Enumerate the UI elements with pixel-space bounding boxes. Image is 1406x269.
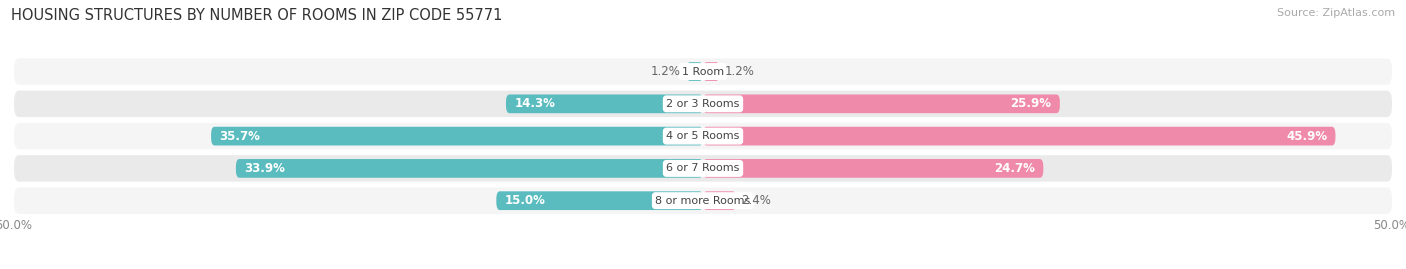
Text: 2.4%: 2.4% [741,194,772,207]
Text: 45.9%: 45.9% [1286,130,1327,143]
FancyBboxPatch shape [686,62,703,81]
Text: 25.9%: 25.9% [1011,97,1052,110]
FancyBboxPatch shape [703,94,1060,113]
Text: 2 or 3 Rooms: 2 or 3 Rooms [666,99,740,109]
Text: HOUSING STRUCTURES BY NUMBER OF ROOMS IN ZIP CODE 55771: HOUSING STRUCTURES BY NUMBER OF ROOMS IN… [11,8,502,23]
FancyBboxPatch shape [14,187,1392,214]
Text: 6 or 7 Rooms: 6 or 7 Rooms [666,163,740,174]
FancyBboxPatch shape [496,191,703,210]
Text: 15.0%: 15.0% [505,194,546,207]
Text: Source: ZipAtlas.com: Source: ZipAtlas.com [1277,8,1395,18]
FancyBboxPatch shape [236,159,703,178]
Text: 35.7%: 35.7% [219,130,260,143]
Text: 8 or more Rooms: 8 or more Rooms [655,196,751,206]
FancyBboxPatch shape [14,58,1392,85]
Text: 1.2%: 1.2% [725,65,755,78]
Text: 24.7%: 24.7% [994,162,1035,175]
Text: 33.9%: 33.9% [245,162,285,175]
FancyBboxPatch shape [211,127,703,146]
FancyBboxPatch shape [14,155,1392,182]
FancyBboxPatch shape [14,91,1392,117]
Text: 4 or 5 Rooms: 4 or 5 Rooms [666,131,740,141]
Text: 1 Room: 1 Room [682,66,724,77]
FancyBboxPatch shape [703,62,720,81]
FancyBboxPatch shape [506,94,703,113]
FancyBboxPatch shape [703,127,1336,146]
FancyBboxPatch shape [14,123,1392,149]
Text: 1.2%: 1.2% [651,65,681,78]
FancyBboxPatch shape [703,191,737,210]
Text: 14.3%: 14.3% [515,97,555,110]
FancyBboxPatch shape [703,159,1043,178]
